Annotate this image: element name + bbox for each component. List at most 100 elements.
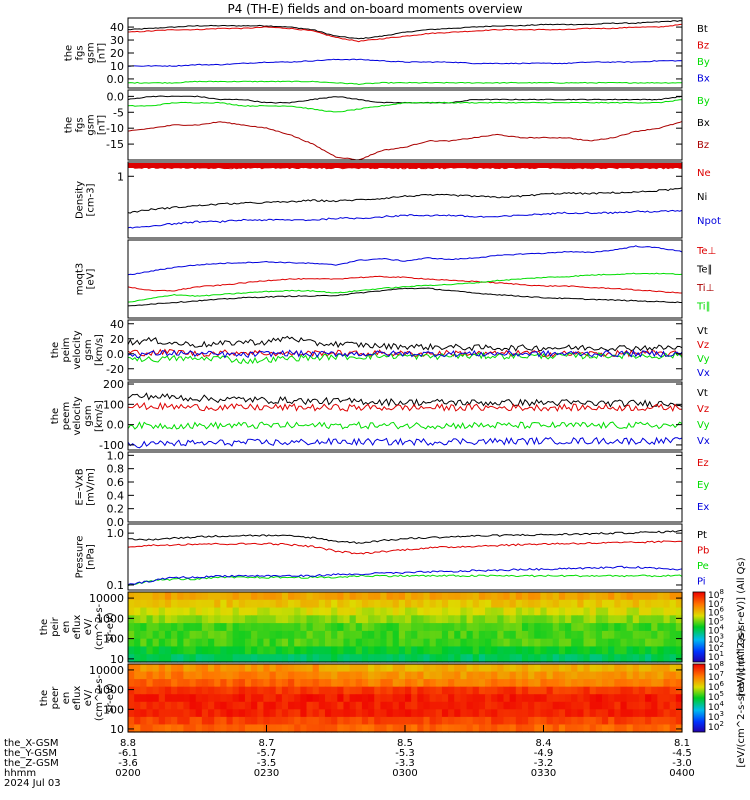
heatmap-cell [454,686,461,695]
ylabel-line: [mV/m] [86,468,97,506]
heatmap-cell [140,592,148,601]
heatmap-cell [669,654,677,663]
heatmap-cell [324,671,332,680]
heatmap-cell [398,646,406,655]
heatmap-cell [448,607,455,616]
legend-Bz: Bz [697,41,709,52]
heatmap-cell [226,709,234,718]
heatmap-cell [232,664,240,673]
heatmap-cell [208,654,215,663]
heatmap-cell [577,607,585,616]
heatmap-cell [675,709,683,718]
heatmap-cell [454,592,461,601]
heatmap-cell [177,709,184,718]
heatmap-cell [638,724,646,733]
heatmap-cell [306,630,314,640]
heatmap-cell [632,654,640,663]
heatmap-cell [386,724,394,733]
heatmap-cell [318,686,326,695]
heatmap-cell [515,686,523,695]
heatmap-cell [472,646,480,655]
heatmap-cell [134,701,141,710]
heatmap-cell [134,630,141,640]
heatmap-cell [454,654,461,663]
heatmap-cell [306,716,314,726]
heatmap-cell [645,638,652,648]
heatmap-cell [343,716,351,726]
heatmap-cell [177,701,184,710]
heatmap-cell [614,679,622,688]
heatmap-cell [128,679,135,688]
heatmap-cell [201,623,209,632]
heatmap-cell [454,615,461,624]
heatmap-cell [491,615,498,624]
heatmap-cell [509,630,517,640]
legend-Ni: Ni [697,192,707,203]
heatmap-cell [300,716,308,726]
heatmap-cell [201,716,209,726]
heatmap-cell [478,654,486,663]
heatmap-cell [552,701,560,710]
series-Ti⊥ [127,245,683,276]
ytick-label: 0.1 [107,579,125,592]
heatmap-cell [620,638,628,648]
heatmap-cell [201,724,209,733]
legend-Te⊥: Te⊥ [696,246,716,257]
heatmap-cell [312,671,320,680]
heatmap-cell [374,654,381,663]
ylabel-line: the [39,619,50,635]
heatmap-cell [398,599,406,609]
heatmap-cell [374,701,381,710]
heatmap-cell [485,646,492,655]
heatmap-cell [429,709,437,718]
heatmap-cell [164,701,172,710]
heatmap-cell [583,671,591,680]
heatmap-cell [540,638,548,648]
heatmap-cell [638,638,646,648]
heatmap-cell [312,615,320,624]
heatmap-cell [275,716,283,726]
ytick-label: 200 [103,378,124,391]
heatmap-cell [565,599,572,609]
heatmap-cell [558,709,566,718]
heatmap-cell [232,709,240,718]
heatmap-cell [361,646,369,655]
heatmap-cell [441,646,449,655]
time-row-value: 8.8 [120,738,136,749]
heatmap-cell [312,709,320,718]
heatmap-cell [472,724,480,733]
heatmap-cell [226,724,234,733]
ytick-label: 100 [103,398,124,411]
heatmap-cell [466,638,474,648]
heatmap-cell [164,724,172,733]
heatmap-cell [405,607,412,616]
heatmap-cell [288,654,295,663]
heatmap-cell [565,623,572,632]
heatmap-cell [509,694,517,703]
heatmap-cell [288,686,295,695]
heatmap-cell [158,664,166,673]
heatmap-cell [244,607,252,616]
heatmap-cell [263,599,271,609]
heatmap-cell [177,599,184,609]
heatmap-cell [614,671,622,680]
heatmap-cell [189,638,197,648]
heatmap-cell [485,615,492,624]
heatmap-cell [392,686,400,695]
heatmap-cell [269,607,277,616]
heatmap-cell [183,664,191,673]
heatmap-cell [669,646,677,655]
heatmap-cell [177,716,184,726]
heatmap-cell [275,671,283,680]
heatmap-cell [201,638,209,648]
heatmap-cell [343,615,351,624]
ytick-label: -100 [99,439,124,452]
heatmap-cell [361,671,369,680]
heatmap-cell [626,679,634,688]
heatmap-cell [626,701,634,710]
legend-Vz: Vz [697,404,709,415]
heatmap-cell [349,686,357,695]
heatmap-cell [448,664,455,673]
ylabel-line: gsm [86,42,97,63]
heatmap-cell [300,701,308,710]
